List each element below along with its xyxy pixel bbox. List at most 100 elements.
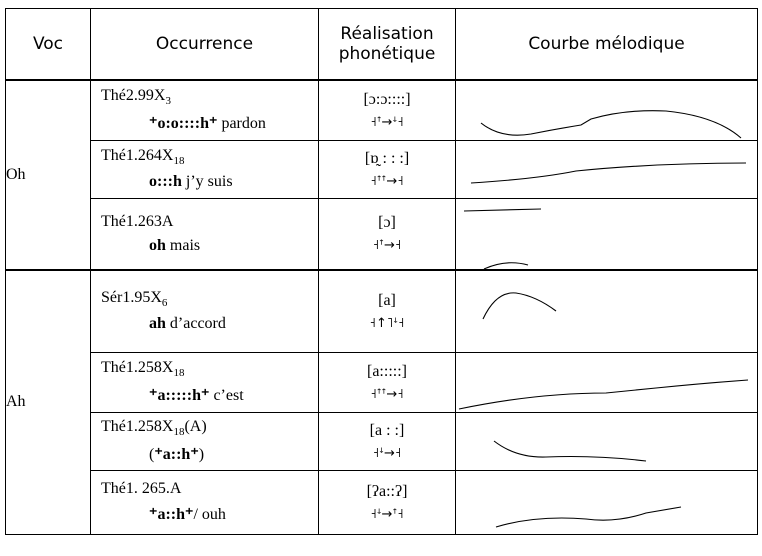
melodic-curve [480, 110, 742, 139]
transcription: [ɒ̰ : : :] [364, 149, 410, 167]
curve-cell [455, 411, 758, 471]
melodic-curve [463, 208, 542, 269]
utterance-part: / ouh [193, 506, 226, 523]
header-cell: Occurrence [90, 8, 319, 81]
utterance-part: pardon [217, 115, 266, 133]
phonetic-cell: [a : :] ˧ꜜ→˧ [318, 411, 456, 471]
curve-cell [455, 351, 758, 413]
curve-stroke [495, 506, 682, 528]
reference-text: Thé1.258X [101, 358, 174, 376]
reference: Sér1.95X6 [91, 289, 318, 309]
contour: ˧ꜛꜛ→˧ [370, 386, 404, 402]
curve-stroke [458, 379, 749, 410]
utterance-part: ⁺a::h⁺ [149, 506, 194, 523]
header-cell: Voc [5, 8, 91, 81]
contour: ˧ꜛ→ꜜ˧ [370, 114, 404, 130]
voc-cell: Ah [5, 269, 91, 535]
reference-subscript: 18 [173, 367, 185, 380]
utterance: ah d’accord [91, 315, 318, 333]
curve-cell [455, 139, 758, 199]
utterance-part: ( [149, 446, 155, 464]
reference: Thé1.258X18 [91, 359, 318, 379]
reference: Thé2.99X3 [91, 87, 318, 107]
reference: Thé1.264X18 [91, 147, 318, 167]
row: Thé1. 265.A ⁺a::h⁺/ ouh [ʔa::ʔ] ˧ꜜ→ꜛ˧ [6, 469, 758, 535]
occurrence-cell: Thé2.99X3⁺o:o::::h⁺ pardon [90, 79, 319, 141]
utterance: oh mais [91, 237, 318, 255]
utterance: ⁺a::h⁺/ ouh [91, 504, 318, 524]
phonetic-cell: [ʔa::ʔ]˧ꜜ→ꜛ˧ [318, 469, 456, 535]
contour: ˧ꜛꜛ→˧ [370, 173, 404, 189]
reference-text: Sér1.95X [101, 289, 162, 307]
utterance: (⁺a::h⁺) [91, 444, 318, 464]
utterance: ⁺a:::::h⁺ c’est [91, 385, 318, 405]
occurrence-cell: Thé1.258X18(A)(⁺a::h⁺) [90, 411, 319, 471]
row: Thé1.258X18 ⁺a:::::h⁺ c’est [a:::::] ˧ꜛꜛ→˧ [6, 351, 758, 413]
reference-text: Thé1.263A [101, 212, 174, 230]
utterance-part: oh [149, 236, 166, 254]
curve-stroke [470, 162, 747, 184]
transcription: [a : :] [369, 421, 405, 439]
utterance-part: c’est [209, 387, 244, 405]
reference-subscript: 6 [161, 297, 168, 310]
reference-subscript: 18 [173, 155, 185, 168]
curve-stroke [463, 208, 542, 212]
utterance-part: mais [165, 236, 201, 254]
contour: ˧ꜜ→ꜛ˧ [370, 506, 404, 522]
occurrence-cell: Thé1.263A oh mais [90, 197, 319, 271]
phonetic-cell: [a:::::]˧ꜛꜛ→˧ [318, 351, 456, 413]
transcription: [ɔ:ɔ::::] [363, 90, 411, 108]
reference-text: Thé1.264X [101, 146, 174, 164]
reference-subscript: 3 [165, 95, 171, 108]
curve-cell [455, 469, 758, 535]
transcription: [a:::::] [367, 362, 407, 380]
transcription: [ʔa::ʔ] [366, 482, 408, 500]
utterance-part: j’y suis [181, 173, 233, 191]
curve-cell [455, 197, 758, 271]
header-cell: Courbe mélodique [455, 8, 758, 81]
table: Voc Occurrence Réalisation phonétique Courb… [5, 8, 758, 535]
melodic-curve [495, 506, 682, 528]
occurrence-cell: Sér1.95X6 ah d’accord [90, 269, 319, 353]
utterance-part: ⁺o:o::::h⁺ [149, 115, 218, 133]
reference: Thé1.263A [91, 213, 318, 231]
row: Thé1.263A oh mais [ɔ] ˧ꜛ→˧ [6, 197, 758, 271]
voc-cell: Oh [5, 79, 91, 271]
header-cell: Réalisation phonétique [318, 8, 456, 81]
utterance-part: ⁺a:::::h⁺ [149, 387, 210, 405]
utterance-part: ) [198, 446, 205, 464]
reference-suffix: (A) [184, 417, 207, 435]
curve-stroke [493, 440, 647, 462]
phonetic-cell: [a] ˧↑˥ꜜ˧ [318, 269, 456, 353]
header-row: Voc Occurrence Réalisation phonétique Courb… [5, 8, 758, 81]
contour: ˧↑˥ꜜ˧ [369, 315, 405, 331]
melodic-curve [493, 440, 647, 462]
melodic-curve [470, 162, 747, 184]
phonetic-cell: [ɔ] ˧ꜛ→˧ [318, 197, 456, 271]
utterance-part: ah [149, 315, 166, 333]
curve-cell [455, 269, 758, 353]
curve-stroke [482, 292, 557, 320]
utterance-part: o:::h [149, 173, 182, 191]
row: Ah Sér1.95X6 ah d’accord [a] ˧↑˥ꜜ˧ [5, 269, 758, 535]
reference-text: Thé1. 265.A [101, 480, 182, 497]
reference-text: Thé1.258X [101, 417, 174, 435]
melodic-curve [482, 292, 557, 320]
row: Thé1.258X18(A)(⁺a::h⁺) [a : :]˧ꜜ→˧ [6, 411, 758, 471]
phonetic-cell: [ɔ:ɔ::::]˧ꜛ→ꜜ˧ [318, 79, 456, 141]
occurrence-cell: Thé1.258X18⁺a:::::h⁺ c’est [90, 351, 319, 413]
utterance: o:::h j’y suis [91, 173, 318, 191]
contour: ˧ꜛ→˧ [372, 238, 402, 254]
melodic-curve [458, 379, 749, 410]
row: Oh Thé2.99X3 ⁺o:o::::h⁺ pardon [ɔ:ɔ::::] ˧ꜛ→… [5, 79, 758, 271]
reference-subscript: 18 [173, 426, 185, 439]
transcription: [ɔ] [378, 214, 396, 232]
utterance-part: ⁺a::h⁺ [154, 446, 199, 464]
curve-stroke [483, 261, 529, 269]
contour: ˧ꜜ→˧ [372, 445, 402, 461]
reference-text: Thé2.99X [101, 87, 166, 105]
curve-stroke [480, 110, 742, 139]
